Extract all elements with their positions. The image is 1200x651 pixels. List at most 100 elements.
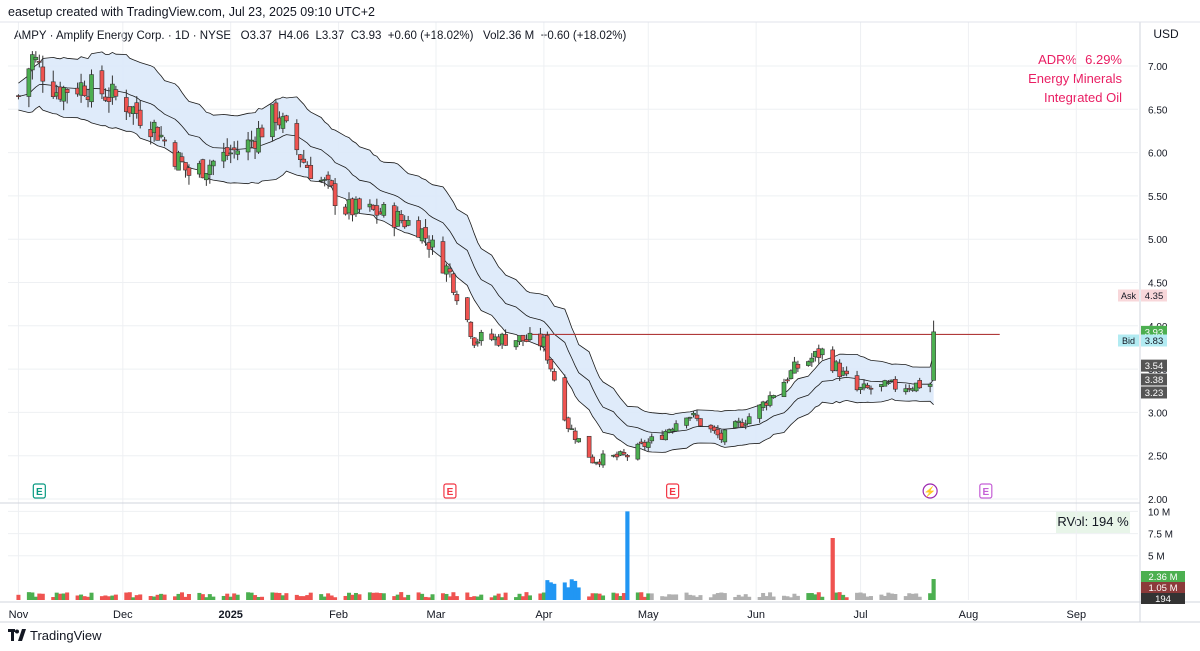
candle [200, 158, 206, 179]
volume-marker-bg [1141, 582, 1185, 593]
candle-body [64, 89, 70, 93]
volume-bar [106, 596, 111, 600]
earnings-marker-icon[interactable]: E [979, 483, 993, 499]
event-marker-letter: ⚡ [924, 485, 936, 498]
candle [572, 427, 578, 444]
volume-bar [322, 596, 327, 600]
price-marker-bg [1141, 386, 1167, 399]
volume-bar [207, 594, 212, 600]
volume-marker-value: 2.36 M [1148, 572, 1177, 583]
volume-bar [865, 596, 870, 600]
candle-body [736, 420, 742, 423]
price-marker-value: 3.38 [1145, 375, 1164, 386]
price-marker-dark[interactable]: 3.23 [1141, 386, 1167, 399]
candle-body [809, 357, 815, 363]
dividend-marker-icon[interactable]: ⚡ [922, 483, 938, 499]
candle-body [886, 382, 891, 384]
candle-body [586, 435, 592, 458]
band-middle-line [18, 83, 934, 434]
candle [440, 236, 446, 274]
top-bar: easetup created with TradingView.com, Ju… [0, 0, 1200, 22]
candle [673, 420, 679, 432]
low-label: L [315, 30, 322, 42]
candle-body [785, 379, 790, 382]
candle-body [430, 239, 435, 248]
earnings-marker-icon[interactable]: E [666, 483, 680, 499]
earnings-marker-icon[interactable]: E [443, 483, 457, 499]
candle [837, 359, 842, 381]
candle [204, 172, 209, 186]
volume-bar [284, 593, 289, 600]
volume-bar [764, 596, 769, 600]
volume-marker-value: 194 [1155, 594, 1171, 605]
volume-bar [298, 596, 303, 600]
candle-body [231, 147, 237, 151]
volume-marker: 194 [1141, 593, 1185, 605]
price-marker-bid[interactable]: Bid 3.83 [1118, 334, 1167, 348]
time-tick-label: May [638, 609, 659, 621]
candle [931, 320, 936, 381]
volume-bar [886, 592, 891, 600]
candle [228, 144, 234, 164]
volume-marker-value: 1.05 M [1148, 583, 1177, 594]
candle [576, 438, 581, 443]
candle-body [183, 162, 188, 171]
volume-bar [273, 592, 278, 600]
volume-bar [186, 594, 191, 600]
volume-bar [51, 597, 56, 600]
price-marker-tag-bg [1118, 334, 1139, 347]
candle-body [224, 147, 230, 157]
volume-bar [82, 596, 87, 600]
volume-bar [131, 597, 136, 600]
volume-bar [785, 596, 790, 600]
price-marker-ask[interactable]: Ask 4.35 [1118, 289, 1167, 302]
volume-bar [594, 593, 599, 600]
volume-tick-label: 5 M [1148, 552, 1165, 563]
price-tick-label: 7.00 [1148, 62, 1168, 73]
price-marker-bg [1141, 373, 1167, 386]
candle [715, 425, 721, 439]
volume-bar [110, 595, 115, 600]
volume-bar [204, 597, 209, 600]
volume-bar [454, 596, 459, 600]
candle [186, 164, 192, 185]
candle [430, 235, 435, 255]
volume-bar [228, 596, 233, 600]
volume-bar [562, 582, 567, 600]
volume-bar [479, 594, 484, 600]
price-marker-dark[interactable]: 3.54 [1141, 359, 1167, 373]
candle-body [590, 456, 595, 464]
volume-bar [879, 594, 884, 600]
axes: 7.006.506.005.505.004.504.003.503.002.50… [0, 21, 1200, 623]
currency-label[interactable]: USD [1153, 27, 1179, 41]
candle-body [113, 89, 119, 97]
candle-body [155, 126, 160, 141]
candle [235, 140, 240, 161]
volume-bar [816, 592, 821, 600]
candle [858, 386, 863, 395]
volume-bar [524, 592, 529, 600]
price-marker-dark[interactable]: 3.38 [1141, 373, 1167, 386]
volume-bar [743, 594, 748, 600]
candle [520, 334, 526, 347]
volume-bar [475, 596, 480, 600]
volume-bar [514, 597, 519, 600]
candle-body [513, 340, 519, 348]
volume-marker: 2.36 M [1141, 571, 1185, 583]
candle-body [200, 159, 206, 179]
candle-body [16, 95, 21, 97]
earnings-marker-icon[interactable]: E [32, 483, 46, 499]
price-marker-value: 3.23 [1145, 388, 1164, 399]
volume-bar [440, 593, 445, 600]
candle-body [259, 127, 265, 138]
candle-body [694, 414, 700, 419]
volume-marker-bg [1141, 571, 1185, 582]
volume-bar [392, 596, 397, 600]
candle-body [207, 164, 213, 175]
volume-bar [319, 594, 324, 600]
candle-body [228, 152, 234, 155]
price-tick-label: 6.00 [1148, 149, 1168, 160]
candle-body [280, 116, 286, 129]
volume-bar [176, 593, 181, 600]
